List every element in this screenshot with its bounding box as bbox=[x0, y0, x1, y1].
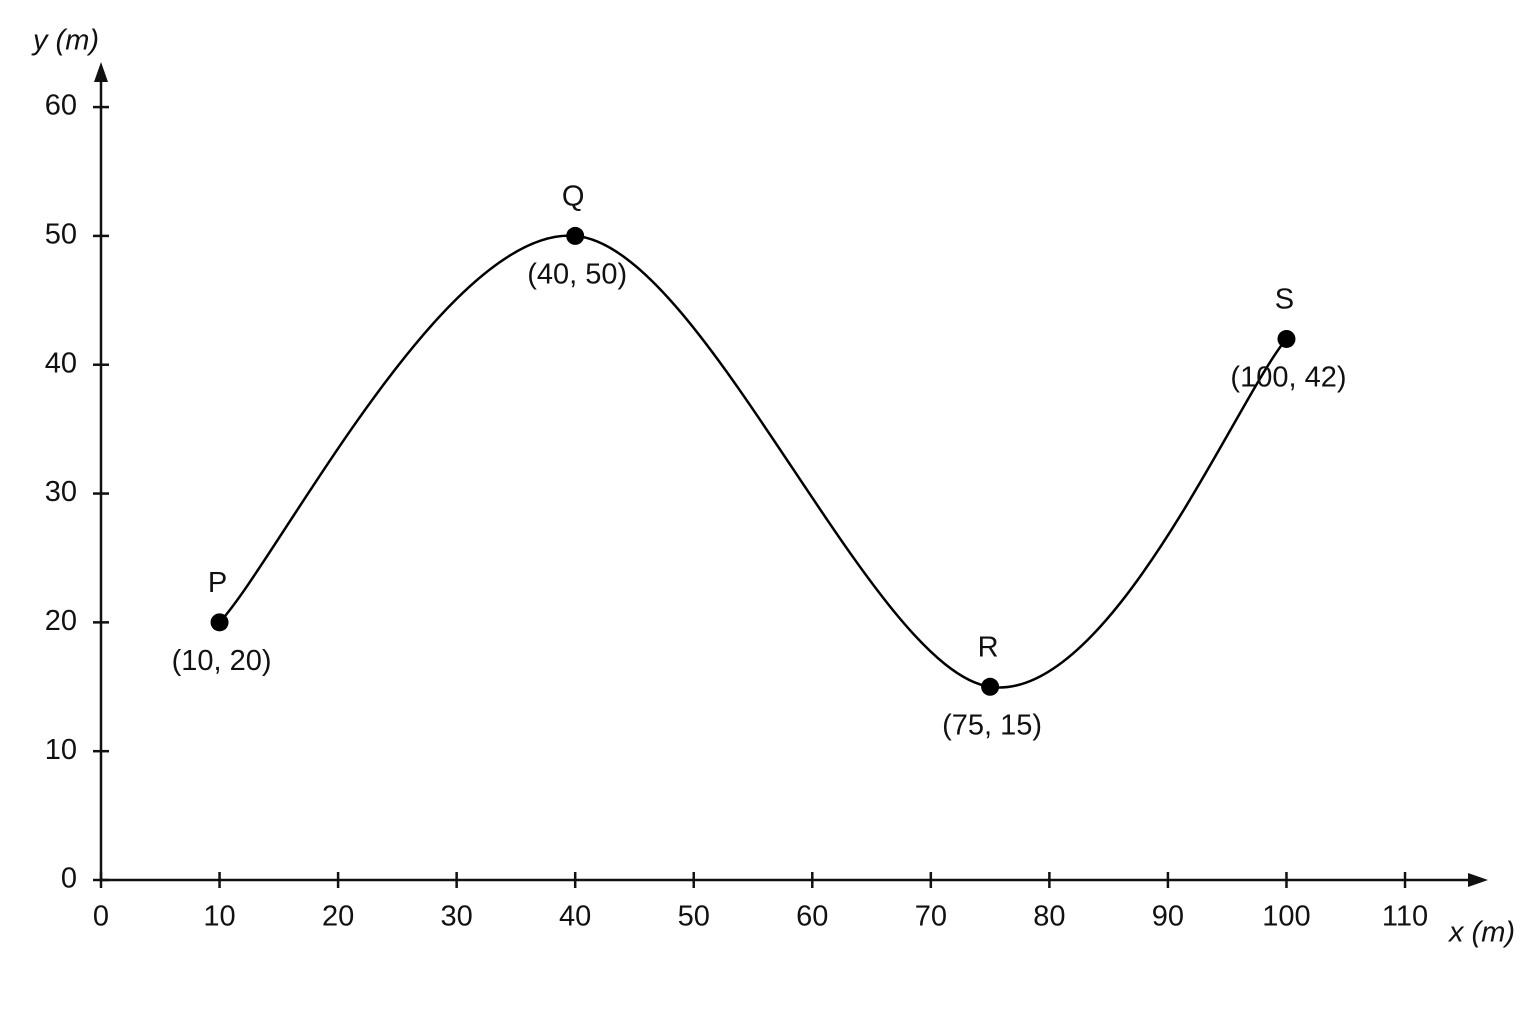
y-arrow bbox=[94, 62, 108, 82]
y-tick-label: 60 bbox=[45, 90, 77, 122]
point-coordinates: (75, 15) bbox=[942, 709, 1042, 741]
point-name: Q bbox=[562, 181, 585, 213]
curve bbox=[218, 234, 1288, 689]
point bbox=[566, 226, 585, 245]
point-coordinates: (40, 50) bbox=[527, 259, 627, 291]
point-name: R bbox=[978, 631, 999, 663]
y-tick-label: 40 bbox=[45, 347, 77, 379]
point bbox=[1277, 329, 1296, 348]
point-coordinates: (10, 20) bbox=[172, 645, 272, 677]
x-tick-label: 70 bbox=[915, 901, 947, 933]
x-tick-label: 10 bbox=[203, 901, 235, 933]
x-tick-label: 50 bbox=[678, 901, 710, 933]
y-tick-label: 30 bbox=[45, 476, 77, 508]
y-axis-label: y (m) bbox=[31, 25, 99, 57]
x-axis-label: x (m) bbox=[1447, 917, 1515, 949]
y-tick-label: 50 bbox=[45, 219, 77, 251]
point bbox=[210, 613, 229, 632]
x-tick-label: 100 bbox=[1262, 901, 1310, 933]
x-tick-label: 80 bbox=[1033, 901, 1065, 933]
y-tick-label: 10 bbox=[45, 734, 77, 766]
point-name: S bbox=[1275, 284, 1294, 316]
x-tick-label: 110 bbox=[1382, 901, 1428, 933]
point-name: P bbox=[208, 567, 227, 599]
x-tick-label: 0 bbox=[93, 901, 109, 933]
x-tick-label: 20 bbox=[322, 901, 354, 933]
x-tick-label: 60 bbox=[796, 901, 828, 933]
y-tick-label: 20 bbox=[45, 605, 77, 637]
x-tick-label: 90 bbox=[1152, 901, 1184, 933]
point bbox=[981, 677, 1000, 696]
x-tick-label: 30 bbox=[441, 901, 473, 933]
y-tick-label: 0 bbox=[61, 863, 77, 895]
x-tick-label: 40 bbox=[559, 901, 591, 933]
x-arrow bbox=[1468, 873, 1488, 887]
point-coordinates: (100, 42) bbox=[1230, 362, 1346, 394]
